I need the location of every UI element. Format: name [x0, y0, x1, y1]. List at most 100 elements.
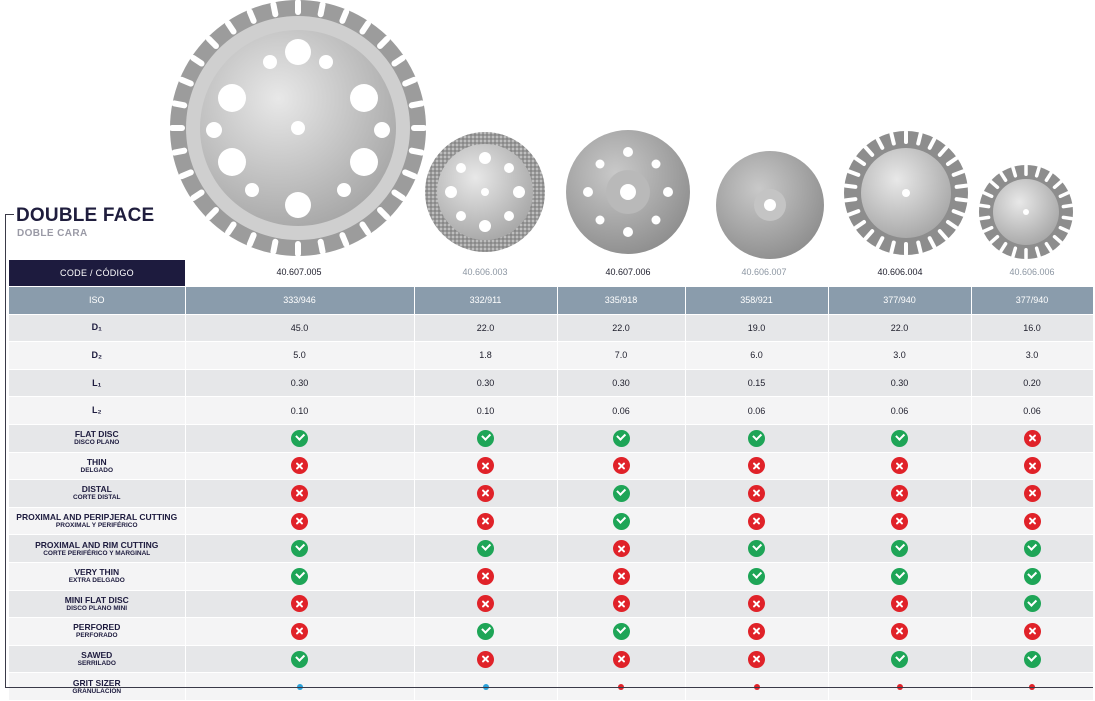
- feature-row: THIN DELGADO: [9, 452, 1094, 481]
- check-icon: [291, 567, 308, 585]
- feature-label: PERFORED PERFORADO: [9, 617, 186, 646]
- spec-value: 3.0: [971, 341, 1094, 370]
- feature-value: [971, 424, 1094, 453]
- check-icon: [612, 512, 630, 530]
- feature-value: [971, 507, 1094, 536]
- feature-name-es: CORTE DISTAL: [72, 494, 121, 502]
- feature-value: [971, 617, 1094, 646]
- spec-value: 0.10: [185, 396, 415, 425]
- check-icon: [891, 650, 908, 668]
- check-icon: [1023, 595, 1041, 613]
- spec-value: 5.0: [185, 341, 415, 370]
- feature-row: PROXIMAL AND RIM CUTTING CORTE PERIFÉRICO…: [9, 534, 1094, 563]
- feature-name-es: CORTE PERIFÉRICO Y MARGINAL: [43, 549, 151, 557]
- product-code: 40.607.005: [276, 267, 322, 277]
- feature-value: [414, 424, 558, 453]
- feature-name: GRIT SIZER: [72, 677, 121, 688]
- feature-value: [828, 479, 972, 508]
- feature-label: THIN DELGADO: [9, 452, 186, 481]
- feature-value: [828, 507, 972, 536]
- spec-row-l1: L₁ 0.30 0.30 0.30 0.15 0.30 0.20: [9, 369, 1094, 398]
- cross-icon: [891, 512, 908, 530]
- check-icon: [477, 429, 494, 447]
- check-icon: [612, 622, 630, 640]
- feature-value: [685, 645, 829, 674]
- feature-value: [414, 452, 558, 481]
- check-icon: [291, 429, 308, 447]
- feature-name: FLAT DISC: [74, 429, 119, 440]
- cross-icon: [612, 540, 630, 558]
- cross-icon: [477, 650, 494, 668]
- page-subtitle: DOBLE CARA: [17, 228, 88, 239]
- cross-icon: [748, 512, 765, 530]
- spec-value: 0.10: [414, 396, 558, 425]
- feature-value: [185, 617, 415, 646]
- feature-value: [828, 424, 972, 453]
- feature-value: [828, 645, 972, 674]
- feature-name-es: EXTRA DELGADO: [68, 577, 125, 585]
- spec-value: 0.06: [557, 396, 686, 425]
- cross-icon: [291, 512, 308, 530]
- feature-label: FLAT DISC DISCO PLANO: [9, 424, 186, 453]
- row-label: D₁: [9, 314, 186, 343]
- check-icon: [748, 567, 765, 585]
- spec-row-d2: D₂ 5.0 1.8 7.0 6.0 3.0 3.0: [9, 341, 1094, 370]
- cross-icon: [891, 484, 908, 502]
- feature-name: PROXIMAL AND RIM CUTTING: [35, 539, 159, 550]
- feature-value: [685, 507, 829, 536]
- disc-40-606-004: [843, 130, 969, 256]
- feature-value: [828, 534, 972, 563]
- feature-value: [971, 562, 1094, 591]
- check-icon: [1023, 567, 1041, 585]
- check-icon: [891, 429, 908, 447]
- spec-value: 0.30: [557, 369, 686, 398]
- spec-value: 19.0: [685, 314, 829, 343]
- feature-name-es: DISCO PLANO MINI: [66, 604, 128, 612]
- spec-value: 22.0: [557, 314, 686, 343]
- feature-name-es: DELGADO: [80, 466, 114, 474]
- feature-name-es: SERRILADO: [77, 660, 116, 668]
- feature-value: [414, 479, 558, 508]
- cross-icon: [891, 457, 908, 475]
- feature-value: [971, 479, 1094, 508]
- disc-40-606-003: [425, 132, 545, 252]
- spec-value: 16.0: [971, 314, 1094, 343]
- feature-value: [414, 617, 558, 646]
- feature-name-es: GRANULACIÓN: [72, 687, 122, 695]
- cross-icon: [477, 484, 494, 502]
- feature-value: [971, 590, 1094, 619]
- spec-value: 22.0: [414, 314, 558, 343]
- feature-value: [185, 424, 415, 453]
- spec-value: 0.06: [828, 396, 972, 425]
- spec-value: 0.30: [414, 369, 558, 398]
- spec-row-iso: ISO 333/946 332/911 335/918 358/921 377/940 37…: [9, 287, 1094, 315]
- feature-value: [185, 562, 415, 591]
- spec-row-d1: D₁ 45.0 22.0 22.0 19.0 22.0 16.0: [9, 314, 1094, 343]
- feature-value: [828, 562, 972, 591]
- feature-value: [557, 617, 686, 646]
- row-label: L₂: [9, 396, 186, 425]
- cross-icon: [477, 595, 494, 613]
- cross-icon: [1023, 484, 1041, 502]
- feature-value: [414, 562, 558, 591]
- feature-row: PERFORED PERFORADO: [9, 617, 1094, 646]
- spec-value: 332/911: [414, 287, 558, 315]
- check-icon: [477, 622, 494, 640]
- feature-value: [557, 645, 686, 674]
- feature-name: VERY THIN: [74, 567, 120, 578]
- feature-name-es: PROXIMAL Y PERIFÉRICO: [55, 522, 138, 530]
- feature-value: [828, 617, 972, 646]
- feature-value: [971, 645, 1094, 674]
- product-code: 40.606.007: [741, 267, 787, 277]
- product-code: 40.606.003: [462, 267, 508, 277]
- spec-value: 6.0: [685, 341, 829, 370]
- cross-icon: [748, 484, 765, 502]
- feature-value: [557, 479, 686, 508]
- check-icon: [477, 540, 494, 558]
- feature-value: [414, 590, 558, 619]
- cross-icon: [477, 457, 494, 475]
- cross-icon: [891, 622, 908, 640]
- feature-row: SAWED SERRILADO: [9, 645, 1094, 674]
- spec-value: 0.30: [828, 369, 972, 398]
- cross-icon: [1023, 457, 1041, 475]
